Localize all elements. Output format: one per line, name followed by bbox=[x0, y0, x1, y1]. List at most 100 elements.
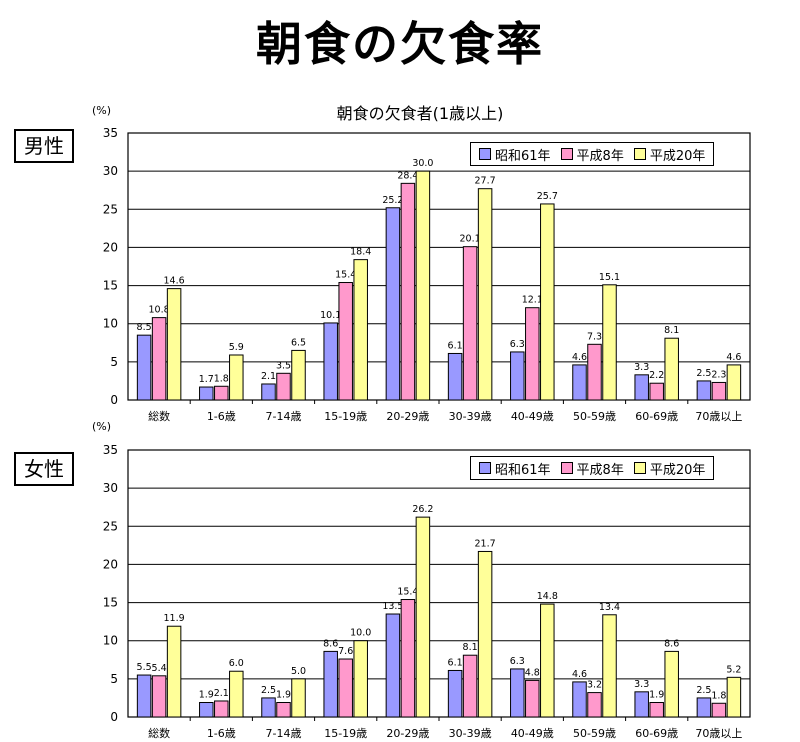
data-label: 8.6 bbox=[664, 638, 679, 649]
data-label: 10.8 bbox=[149, 305, 170, 316]
data-label: 2.3 bbox=[711, 369, 726, 380]
data-label: 8.1 bbox=[463, 642, 478, 653]
y-tick-label: 20 bbox=[103, 557, 118, 571]
legend-swatch-icon bbox=[633, 148, 646, 160]
bar bbox=[540, 603, 555, 718]
data-label: 6.3 bbox=[510, 656, 525, 667]
bar bbox=[415, 170, 431, 401]
bar bbox=[338, 658, 353, 718]
bar bbox=[447, 669, 463, 718]
y-tick-label: 15 bbox=[103, 279, 118, 293]
y-tick-label: 35 bbox=[103, 443, 118, 457]
bar bbox=[353, 259, 368, 401]
data-label: 14.8 bbox=[537, 591, 558, 602]
bar bbox=[726, 676, 742, 718]
y-tick-label: 5 bbox=[110, 672, 118, 686]
data-label: 6.5 bbox=[291, 337, 306, 348]
data-label: 20.1 bbox=[460, 234, 481, 245]
data-label: 2.2 bbox=[649, 370, 664, 381]
bar bbox=[572, 364, 587, 401]
unit-label-male: (%) bbox=[92, 104, 112, 117]
y-tick-label: 0 bbox=[110, 393, 118, 407]
data-label: 5.0 bbox=[291, 666, 306, 677]
legend-label: 平成20年 bbox=[649, 462, 706, 478]
y-tick-label: 10 bbox=[103, 634, 118, 648]
bar bbox=[634, 691, 649, 718]
bar bbox=[353, 640, 368, 718]
y-tick-label: 10 bbox=[103, 317, 118, 331]
data-label: 28.4 bbox=[397, 170, 418, 181]
x-tick-label: 20-29歳 bbox=[386, 727, 429, 740]
data-label: 13.4 bbox=[599, 602, 620, 613]
y-tick-label: 5 bbox=[110, 355, 118, 369]
x-tick-label: 総数 bbox=[148, 409, 170, 423]
bar bbox=[462, 654, 478, 718]
data-label: 6.1 bbox=[448, 657, 463, 668]
bar bbox=[649, 382, 664, 401]
data-label: 4.8 bbox=[525, 667, 540, 678]
bar bbox=[323, 650, 338, 718]
bar bbox=[510, 351, 525, 401]
data-label: 5.2 bbox=[726, 664, 741, 675]
x-tick-label: 40-49歳 bbox=[511, 410, 554, 423]
bar bbox=[726, 364, 742, 401]
bar bbox=[261, 383, 276, 401]
y-tick-label: 25 bbox=[103, 519, 118, 533]
bar bbox=[540, 203, 555, 401]
bar bbox=[400, 599, 416, 718]
data-label: 1.9 bbox=[276, 690, 291, 701]
bar bbox=[572, 681, 587, 718]
data-label: 1.8 bbox=[214, 373, 229, 384]
bar bbox=[291, 678, 306, 718]
bar bbox=[696, 380, 712, 401]
data-label: 4.6 bbox=[572, 669, 587, 680]
x-tick-label: 20-29歳 bbox=[386, 410, 429, 423]
data-label: 15.1 bbox=[599, 272, 620, 283]
data-label: 4.6 bbox=[726, 352, 741, 363]
legend-male: 昭和61年 平成8年 平成20年 bbox=[470, 142, 715, 166]
bar bbox=[447, 352, 463, 401]
legend-label: 平成8年 bbox=[576, 148, 624, 164]
data-label: 2.1 bbox=[214, 688, 229, 699]
panel-label-female: 女性 bbox=[14, 452, 74, 486]
legend-swatch-icon bbox=[479, 462, 491, 474]
bar bbox=[510, 668, 525, 718]
data-label: 26.2 bbox=[412, 504, 433, 515]
x-tick-label: 1-6歳 bbox=[207, 410, 236, 423]
data-label: 7.6 bbox=[338, 646, 353, 657]
bar bbox=[136, 674, 152, 718]
legend-label: 平成20年 bbox=[649, 148, 706, 164]
x-tick-label: 30-39歳 bbox=[449, 727, 492, 740]
data-label: 1.7 bbox=[199, 374, 214, 385]
bar bbox=[151, 675, 167, 718]
data-label: 6.3 bbox=[510, 339, 525, 350]
legend-swatch-icon bbox=[479, 148, 491, 160]
data-label: 15.4 bbox=[335, 270, 356, 281]
data-label: 5.4 bbox=[152, 663, 167, 674]
data-label: 11.9 bbox=[164, 613, 185, 624]
bar bbox=[525, 679, 540, 718]
bar bbox=[587, 692, 602, 718]
bar bbox=[214, 385, 229, 401]
x-tick-label: 15-19歳 bbox=[324, 410, 367, 423]
x-tick-label: 30-39歳 bbox=[449, 410, 492, 423]
bar bbox=[338, 282, 353, 401]
data-label: 6.0 bbox=[229, 658, 244, 669]
bar bbox=[276, 372, 291, 401]
bar bbox=[415, 516, 431, 718]
legend-swatch-icon bbox=[560, 148, 573, 160]
x-tick-label: 1-6歳 bbox=[207, 727, 236, 740]
data-label: 5.5 bbox=[137, 662, 152, 673]
panel-label-male: 男性 bbox=[14, 129, 74, 163]
data-label: 3.2 bbox=[587, 680, 602, 691]
bar bbox=[136, 334, 152, 401]
chart-subtitle: 朝食の欠食者(1歳以上) bbox=[336, 104, 504, 123]
bar bbox=[696, 697, 712, 718]
data-label: 2.1 bbox=[261, 371, 276, 382]
legend-item: 平成8年 bbox=[560, 145, 624, 164]
data-label: 25.7 bbox=[537, 191, 558, 202]
x-tick-label: 7-14歳 bbox=[266, 410, 302, 423]
bar bbox=[400, 182, 416, 401]
bar bbox=[602, 284, 617, 401]
bar bbox=[276, 702, 291, 718]
